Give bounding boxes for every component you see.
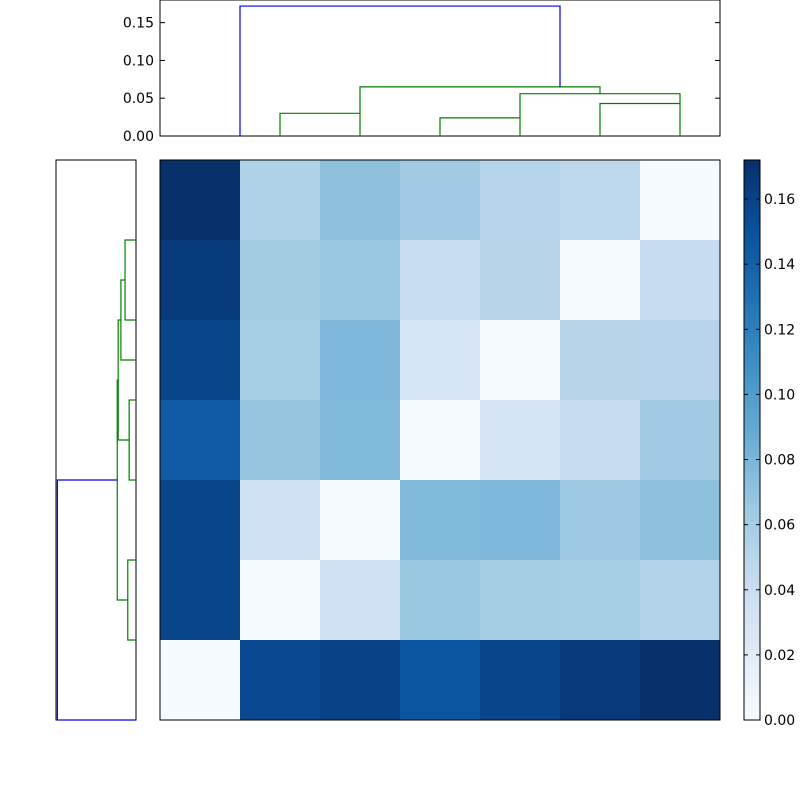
colorbar-tick-label-0: 0.00 <box>764 713 795 729</box>
top-dendrogram-tick-label-2: 0.10 <box>123 53 154 69</box>
heatmap-cell-r5-c0 <box>160 560 241 641</box>
colorbar-tick-label-8: 0.16 <box>764 192 795 208</box>
heatmap-cell-r0-c1 <box>240 160 321 241</box>
heatmap-cell-r0-c4 <box>480 160 561 241</box>
colorbar-tick-label-1: 0.02 <box>764 648 795 664</box>
heatmap-cell-r4-c1 <box>240 480 321 561</box>
top-dendrogram-link-2 <box>599 102 681 136</box>
heatmap-cell-r0-c3 <box>400 160 481 241</box>
heatmap-cell-r1-c3 <box>400 240 481 321</box>
top-dendrogram-link-5 <box>239 5 561 136</box>
top-dendrogram-tick-label-1: 0.05 <box>123 91 154 107</box>
heatmap-cell-r4-c3 <box>400 480 481 561</box>
colorbar-gradient <box>743 159 761 721</box>
heatmap-cell-r3-c1 <box>240 400 321 481</box>
colorbar-tick-label-6: 0.12 <box>764 322 795 338</box>
heatmap-cell-r6-c2 <box>320 640 401 721</box>
top-dendrogram-link-3 <box>519 93 681 118</box>
colorbar-tick-label-2: 0.04 <box>764 583 795 599</box>
heatmap-cell-r6-c5 <box>560 640 641 721</box>
heatmap-cell-r3-c5 <box>560 400 641 481</box>
heatmap-cell-r1-c5 <box>560 240 641 321</box>
heatmap-cell-r1-c0 <box>160 240 241 321</box>
colorbar-tick-label-5: 0.10 <box>764 387 795 403</box>
colorbar: 0.00 0.02 0.04 0.06 0.08 0.10 0.12 0.14 0.16 <box>743 159 795 729</box>
heatmap-cell-r2-c6 <box>640 320 721 401</box>
top-dendrogram-tick-label-0: 0.00 <box>123 129 154 145</box>
heatmap-cell-r5-c5 <box>560 560 641 641</box>
heatmap-cell-r3-c2 <box>320 400 401 481</box>
colorbar-tick-label-3: 0.06 <box>764 518 795 534</box>
heatmap-cell-r6-c1 <box>240 640 321 721</box>
heatmap-cell-r5-c6 <box>640 560 721 641</box>
heatmap-cell-r6-c4 <box>480 640 561 721</box>
top-dendrogram-link-0 <box>279 112 361 136</box>
heatmap-cell-r5-c3 <box>400 560 481 641</box>
heatmap-frame <box>159 159 721 721</box>
left-dendrogram <box>55 159 137 721</box>
heatmap-cell-r3-c0 <box>160 400 241 481</box>
heatmap-cell-r2-c4 <box>480 320 561 401</box>
heatmap-cell-r1-c4 <box>480 240 561 321</box>
heatmap-cell-r0-c6 <box>640 160 721 241</box>
heatmap-cell-r2-c3 <box>400 320 481 401</box>
heatmap <box>159 159 721 721</box>
heatmap-cell-r1-c2 <box>320 240 401 321</box>
heatmap-cell-r4-c0 <box>160 480 241 561</box>
colorbar-tick-label-4: 0.08 <box>764 453 795 469</box>
heatmap-cell-r3-c3 <box>400 400 481 481</box>
top-dendrogram-link-1 <box>439 117 521 136</box>
heatmap-cell-r4-c6 <box>640 480 721 561</box>
heatmap-cell-r6-c0 <box>160 640 241 721</box>
heatmap-cell-r5-c4 <box>480 560 561 641</box>
heatmap-cell-r1-c1 <box>240 240 321 321</box>
heatmap-cell-r0-c5 <box>560 160 641 241</box>
heatmap-cell-r3-c6 <box>640 400 721 481</box>
heatmap-cell-r0-c0 <box>160 160 241 241</box>
heatmap-cell-r3-c4 <box>480 400 561 481</box>
colorbar-tick-label-7: 0.14 <box>764 257 795 273</box>
top-dendrogram-tick-label-3: 0.15 <box>123 16 154 32</box>
left-dendrogram-link-5 <box>116 379 128 601</box>
left-dendrogram-link-2 <box>128 399 136 481</box>
heatmap-cell-r2-c1 <box>240 320 321 401</box>
heatmap-cell-r5-c1 <box>240 560 321 641</box>
heatmap-cell-r6-c3 <box>400 640 481 721</box>
heatmap-cell-r5-c2 <box>320 560 401 641</box>
heatmap-cell-r6-c6 <box>640 640 721 721</box>
heatmap-cell-r4-c4 <box>480 480 561 561</box>
top-dendrogram-link-4 <box>359 86 601 114</box>
heatmap-cell-r4-c2 <box>320 480 401 561</box>
left-dendrogram-link-6 <box>56 479 136 721</box>
heatmap-cell-r0-c2 <box>320 160 401 241</box>
heatmap-cell-r4-c5 <box>560 480 641 561</box>
heatmap-cell-r1-c6 <box>640 240 721 321</box>
heatmap-cell-r2-c5 <box>560 320 641 401</box>
heatmap-cell-r2-c0 <box>160 320 241 401</box>
left-dendrogram-link-0 <box>124 239 136 321</box>
heatmap-cell-r2-c2 <box>320 320 401 401</box>
top-dendrogram: 0.00 0.05 0.10 0.15 <box>123 0 721 145</box>
top-dendrogram-frame <box>159 0 721 137</box>
